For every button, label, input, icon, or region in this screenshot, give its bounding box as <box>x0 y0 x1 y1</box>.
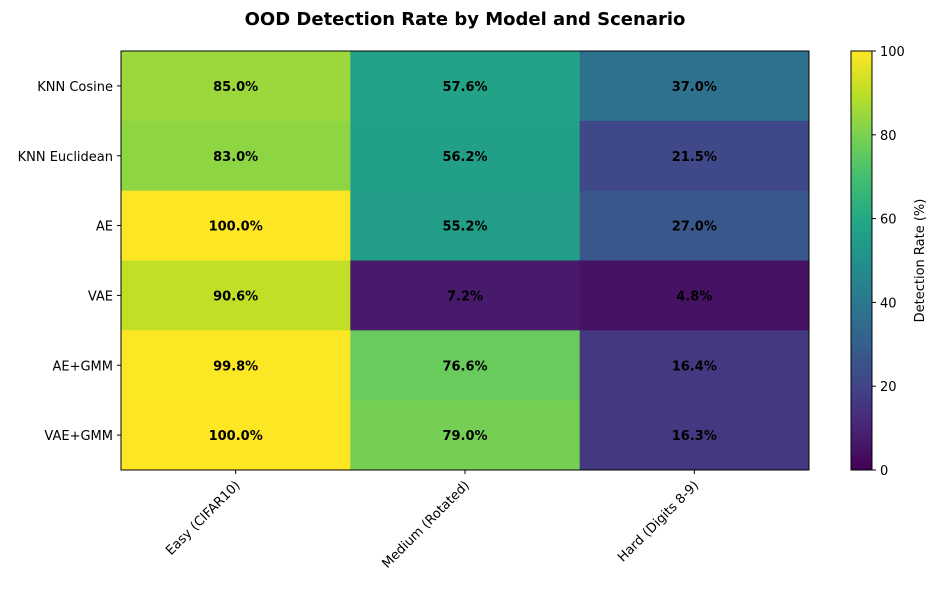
column-label: Medium (Rotated) <box>379 478 472 571</box>
column-label: Easy (CIFAR10) <box>163 478 243 558</box>
cell-value-label: 99.8% <box>213 359 258 374</box>
heatmap-cell <box>121 51 351 122</box>
cell-value-label: 16.4% <box>672 359 717 374</box>
heatmap-cell <box>579 330 810 401</box>
cell-value-label: 21.5% <box>672 150 717 165</box>
colorbar-tick-label: 20 <box>880 380 897 395</box>
heatmap-cells: 85.0% 57.6% 37.0% 83.0% 56.2% 21.5% 100.0% 55.2… <box>121 51 810 471</box>
cell-value-label: 57.6% <box>442 80 487 95</box>
colorbar-tick-label: 0 <box>880 464 888 479</box>
heatmap-cell <box>121 120 351 192</box>
heatmap-cell <box>350 190 581 261</box>
cell-value-label: 55.2% <box>442 220 487 235</box>
row-label: VAE+GMM <box>44 429 113 444</box>
heatmap-cell <box>579 51 810 122</box>
colorbar-gradient <box>850 50 873 471</box>
cell-value-label: 85.0% <box>213 80 258 95</box>
cell-value-label: 7.2% <box>447 289 483 304</box>
heatmap-cell <box>350 51 581 122</box>
heatmap-cell <box>350 260 581 331</box>
heatmap-cell <box>350 400 581 471</box>
row-label: KNN Euclidean <box>18 150 113 165</box>
heatmap-cell <box>579 190 810 261</box>
cell-value-label: 100.0% <box>209 220 263 235</box>
heatmap-cell <box>579 260 810 331</box>
column-labels: Easy (CIFAR10) Medium (Rotated) Hard (Digi… <box>163 470 702 572</box>
cell-value-label: 100.0% <box>209 429 263 444</box>
heatmap-cell <box>121 190 351 261</box>
colorbar-tick-label: 80 <box>880 129 897 144</box>
cell-value-label: 16.3% <box>672 429 717 444</box>
heatmap-cell <box>121 400 351 471</box>
cell-value-label: 37.0% <box>672 80 717 95</box>
heatmap-cell <box>350 330 581 401</box>
heatmap-cell <box>121 260 351 331</box>
row-label: KNN Cosine <box>37 80 113 95</box>
cell-value-label: 83.0% <box>213 150 258 165</box>
heatmap-cell <box>350 120 581 192</box>
cell-value-label: 76.6% <box>442 359 487 374</box>
colorbar-tick-label: 100 <box>880 45 905 60</box>
heatmap-cell <box>579 120 810 192</box>
cell-value-label: 79.0% <box>442 429 487 444</box>
colorbar: 0 20 40 60 80 100 Detection Rate (%) <box>850 45 928 479</box>
row-labels: KNN Cosine KNN Euclidean AE VAE AE+GMM VAE+GM… <box>18 80 121 444</box>
heatmap-cell <box>121 330 351 401</box>
chart-title: OOD Detection Rate by Model and Scenario <box>245 9 686 30</box>
cell-value-label: 27.0% <box>672 220 717 235</box>
cell-value-label: 4.8% <box>676 289 712 304</box>
colorbar-tick-label: 40 <box>880 296 897 311</box>
row-label: AE+GMM <box>52 359 113 374</box>
cell-value-label: 90.6% <box>213 289 258 304</box>
colorbar-label: Detection Rate (%) <box>913 199 928 323</box>
heatmap-cell <box>579 400 810 471</box>
column-label: Hard (Digits 8-9) <box>615 478 702 565</box>
row-label: VAE <box>88 289 113 304</box>
cell-value-label: 56.2% <box>442 150 487 165</box>
row-label: AE <box>96 220 113 235</box>
colorbar-tick-label: 60 <box>880 213 897 228</box>
